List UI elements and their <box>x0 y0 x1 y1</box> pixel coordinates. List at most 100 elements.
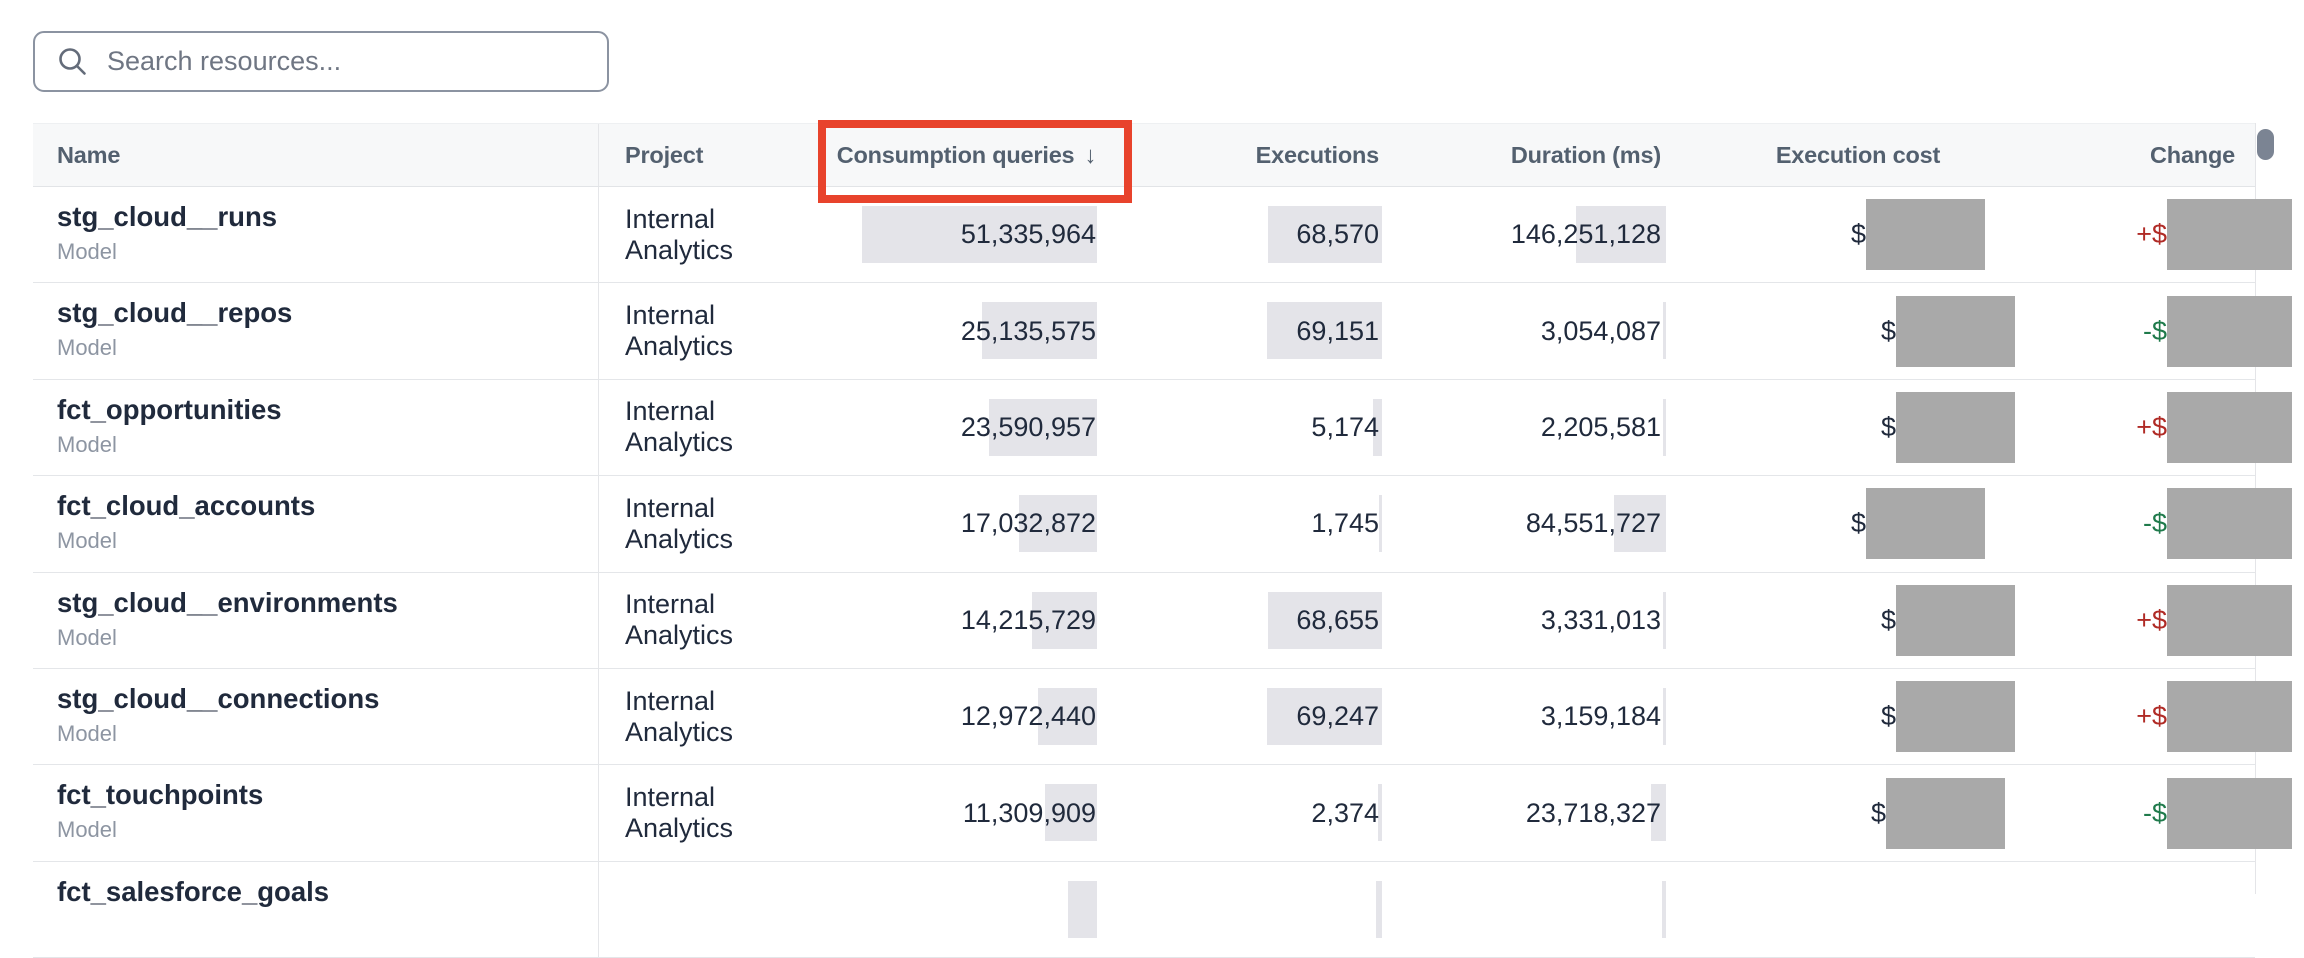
execution-cost-cell: $ <box>1681 573 2035 668</box>
duration-value: 3,159,184 <box>1540 701 1661 732</box>
cost-redaction-box <box>1896 295 2015 367</box>
duration-cell: 146,251,128 <box>1399 187 1681 282</box>
consumption-value: 12,972,440 <box>960 701 1096 732</box>
consumption-databar <box>982 302 1097 360</box>
table-row[interactable]: fct_salesforce_goals <box>33 861 2255 958</box>
resource-name-cell[interactable]: fct_cloud_accounts Model <box>33 476 599 572</box>
duration-databar <box>1663 591 1666 649</box>
project-cell <box>599 862 819 957</box>
duration-cell: 3,054,087 <box>1399 283 1681 378</box>
change-redaction-box <box>2167 584 2292 656</box>
duration-databar <box>1663 398 1666 456</box>
change-redaction-box <box>2167 391 2292 463</box>
column-header-name[interactable]: Name <box>33 124 599 186</box>
executions-cell: 68,655 <box>1116 573 1399 668</box>
execution-cost-cell: $ <box>1681 187 2035 282</box>
table-row[interactable]: stg_cloud__runs Model Internal Analytics… <box>33 187 2292 284</box>
resource-name-cell[interactable]: stg_cloud__environments Model <box>33 572 599 668</box>
executions-databar <box>1373 398 1382 456</box>
resource-name-cell[interactable]: fct_opportunities Model <box>33 379 599 476</box>
cost-currency-prefix: $ <box>1870 797 1886 828</box>
column-header-change[interactable]: Change <box>2150 141 2235 168</box>
duration-databar <box>1662 880 1666 938</box>
executions-value: 69,151 <box>1296 315 1379 346</box>
resource-type-label: Model <box>57 720 117 746</box>
change-redaction-box <box>2167 777 2292 849</box>
column-header-project[interactable]: Project <box>625 141 704 168</box>
resource-name-cell[interactable]: fct_touchpoints Model <box>33 765 599 861</box>
change-redaction-box <box>2167 295 2292 367</box>
project-cell: Internal Analytics <box>599 476 819 571</box>
resource-type-label: Model <box>57 239 117 264</box>
project-cell: Internal Analytics <box>599 187 819 282</box>
table-row[interactable]: stg_cloud__connections Model Internal An… <box>33 668 2292 766</box>
project-cell: Internal Analytics <box>599 380 819 475</box>
vertical-scrollbar-thumb[interactable] <box>2257 129 2274 160</box>
cost-currency-prefix: $ <box>1880 411 1896 442</box>
consumption-queries-cell: 14,215,729 <box>819 573 1116 668</box>
change-sign-prefix: +$ <box>2136 411 2167 442</box>
execution-cost-cell <box>1681 862 2035 957</box>
column-header-duration[interactable]: Duration (ms) <box>1510 141 1661 168</box>
change-redaction-box <box>2167 199 2292 271</box>
executions-cell: 68,570 <box>1116 187 1399 282</box>
project-cell: Internal Analytics <box>599 283 819 378</box>
table-header-row: Name Project Consumption queries ↓ Execut… <box>33 123 2255 187</box>
column-header-consumption-queries[interactable]: Consumption queries ↓ <box>836 141 1097 168</box>
executions-databar <box>1378 784 1382 842</box>
consumption-value: 25,135,575 <box>960 315 1096 346</box>
executions-databar <box>1379 495 1382 553</box>
project-name: Internal Analytics <box>625 203 734 265</box>
duration-databar <box>1614 495 1666 553</box>
duration-cell: 84,551,727 <box>1399 476 1681 571</box>
resource-name: fct_touchpoints <box>57 779 264 811</box>
execution-cost-cell: $ <box>1681 283 2035 378</box>
cost-redaction-box <box>1896 584 2015 656</box>
table-row[interactable]: fct_opportunities Model Internal Analyti… <box>33 379 2292 477</box>
consumption-queries-cell: 23,590,957 <box>819 380 1116 475</box>
duration-value: 146,251,128 <box>1510 219 1661 250</box>
resource-name-cell[interactable]: stg_cloud__repos Model <box>33 283 599 379</box>
resource-name: fct_salesforce_goals <box>57 875 330 907</box>
resource-name-cell[interactable]: stg_cloud__connections Model <box>33 668 599 765</box>
executions-cell: 69,151 <box>1116 283 1399 378</box>
resource-name-cell[interactable]: stg_cloud__runs Model <box>33 187 599 283</box>
cost-currency-prefix: $ <box>1880 604 1896 635</box>
executions-value: 5,174 <box>1311 411 1379 442</box>
consumption-databar <box>1032 591 1097 649</box>
resource-name: stg_cloud__environments <box>57 586 398 618</box>
cost-currency-prefix: $ <box>1850 508 1866 539</box>
consumption-databar <box>1038 687 1097 745</box>
resources-table: Name Project Consumption queries ↓ Execut… <box>33 120 2292 958</box>
search-input[interactable]: Search resources... <box>33 31 609 92</box>
change-sign-prefix: +$ <box>2136 604 2167 635</box>
column-header-execution-cost[interactable]: Execution cost <box>1775 141 1941 168</box>
table-row[interactable]: fct_touchpoints Model Internal Analytics… <box>33 765 2292 862</box>
duration-cell: 3,159,184 <box>1399 669 1681 764</box>
executions-databar <box>1268 591 1382 649</box>
resource-type-label: Model <box>57 624 117 650</box>
cost-redaction-box <box>1866 199 1985 271</box>
table-row[interactable]: stg_cloud__environments Model Internal A… <box>33 572 2292 669</box>
executions-cell <box>1116 862 1399 957</box>
resource-name: stg_cloud__runs <box>57 201 278 232</box>
consumption-value: 11,309,909 <box>962 797 1096 828</box>
consumption-value: 17,032,872 <box>960 508 1096 539</box>
project-name: Internal Analytics <box>625 300 734 362</box>
table-row[interactable]: fct_cloud_accounts Model Internal Analyt… <box>33 476 2292 573</box>
cost-currency-prefix: $ <box>1880 701 1896 732</box>
change-cell: +$ <box>2035 187 2292 282</box>
resource-type-label: Model <box>57 335 117 361</box>
change-sign-prefix: -$ <box>2142 797 2167 828</box>
column-header-executions[interactable]: Executions <box>1255 141 1380 168</box>
table-row[interactable]: stg_cloud__repos Model Internal Analytic… <box>33 283 2292 380</box>
resource-name-cell[interactable]: fct_salesforce_goals <box>33 861 599 958</box>
executions-value: 68,655 <box>1296 604 1379 635</box>
duration-databar <box>1651 784 1666 842</box>
executions-cell: 5,174 <box>1116 380 1399 475</box>
cost-redaction-box <box>1886 777 2005 849</box>
resource-name: stg_cloud__repos <box>57 297 293 329</box>
duration-cell: 2,205,581 <box>1399 380 1681 475</box>
search-placeholder: Search resources... <box>107 46 342 76</box>
project-name: Internal Analytics <box>625 782 734 844</box>
